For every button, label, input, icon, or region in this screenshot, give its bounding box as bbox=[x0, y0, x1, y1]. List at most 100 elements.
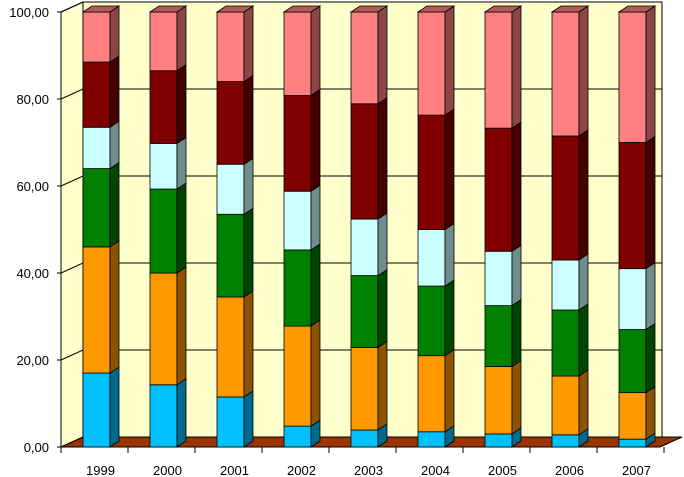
bar-2000-series-1 bbox=[149, 378, 187, 448]
x-tick-label: 2002 bbox=[287, 463, 316, 477]
bar-side bbox=[511, 359, 522, 435]
bar-side bbox=[310, 5, 321, 97]
bar-front bbox=[484, 11, 513, 129]
bar-front bbox=[618, 11, 647, 143]
bar-top bbox=[483, 5, 523, 13]
bar-2002-series-3 bbox=[283, 243, 321, 327]
bar-2001-series-6 bbox=[215, 5, 255, 83]
bar-front bbox=[484, 305, 513, 367]
bar-top bbox=[282, 5, 322, 13]
bar-front bbox=[350, 218, 379, 277]
bar-side bbox=[377, 212, 388, 277]
bar-side bbox=[109, 366, 120, 448]
bar-front bbox=[149, 272, 178, 386]
bar-front bbox=[417, 11, 446, 116]
bar-front bbox=[618, 268, 647, 330]
bar-2003-series-5 bbox=[350, 97, 388, 220]
bar-front bbox=[417, 355, 446, 433]
bar-side bbox=[444, 348, 455, 433]
bar-2004-series-3 bbox=[417, 279, 455, 357]
bar-2007-series-2 bbox=[618, 385, 656, 440]
bar-front bbox=[551, 309, 580, 377]
bar-2004-series-4 bbox=[417, 222, 455, 287]
bar-2004-series-5 bbox=[417, 108, 455, 231]
bar-front bbox=[149, 142, 178, 190]
bar-side bbox=[444, 108, 455, 231]
bar-2002-series-5 bbox=[283, 88, 321, 192]
bar-2006-series-5 bbox=[551, 129, 589, 261]
bar-front bbox=[417, 431, 446, 448]
bar-side bbox=[176, 136, 187, 190]
bar-side bbox=[444, 5, 455, 116]
bar-2000-series-6 bbox=[148, 5, 188, 72]
bar-2000-series-3 bbox=[149, 182, 187, 274]
bar-side bbox=[109, 55, 120, 129]
bar-side bbox=[243, 207, 254, 298]
bar-front bbox=[350, 346, 379, 431]
bar-side bbox=[310, 88, 321, 192]
bar-2003-series-2 bbox=[350, 340, 388, 431]
y-tick-label: 40,00 bbox=[16, 266, 49, 281]
bar-top bbox=[81, 5, 121, 13]
x-tick-label: 2006 bbox=[555, 463, 584, 477]
bar-2001-series-1 bbox=[216, 390, 254, 448]
bar-front bbox=[484, 250, 513, 307]
bar-front bbox=[216, 11, 245, 82]
bar-2007-series-4 bbox=[618, 261, 656, 331]
bar-front bbox=[551, 259, 580, 311]
bar-side bbox=[176, 266, 187, 386]
bar-front bbox=[216, 81, 245, 165]
x-tick-label: 2004 bbox=[421, 463, 450, 477]
bar-2003-series-1 bbox=[350, 423, 388, 448]
bar-front bbox=[82, 168, 111, 248]
bar-side bbox=[444, 222, 455, 287]
bar-side bbox=[578, 5, 589, 137]
bar-side bbox=[176, 5, 187, 72]
bar-2002-series-2 bbox=[283, 319, 321, 427]
bar-front bbox=[484, 366, 513, 435]
bar-side bbox=[578, 129, 589, 261]
bar-top bbox=[215, 5, 255, 13]
x-axis-tick-labels: 1999 2000 2001 2002 2003 2004 2005 2006 2007 bbox=[60, 447, 665, 477]
bar-front bbox=[484, 127, 513, 252]
bar-front bbox=[551, 11, 580, 137]
y-axis-tick-labels: 0,00 20,00 40,00 60,00 80,00 100,00 bbox=[9, 5, 49, 455]
bar-front bbox=[551, 434, 580, 448]
bar-1999-series-6 bbox=[81, 5, 121, 63]
bar-front bbox=[618, 142, 647, 270]
bar-side bbox=[578, 369, 589, 436]
bar-2001-series-5 bbox=[216, 74, 254, 165]
bar-side bbox=[511, 298, 522, 368]
bar-front bbox=[216, 296, 245, 398]
bar-2007-series-5 bbox=[618, 135, 656, 270]
bar-2001-series-4 bbox=[216, 157, 254, 216]
bar-side bbox=[511, 244, 522, 307]
bar-front bbox=[283, 425, 312, 448]
bar-front bbox=[283, 325, 312, 427]
bar-2007-series-3 bbox=[618, 322, 656, 394]
bar-side bbox=[109, 120, 120, 170]
bar-2002-series-4 bbox=[283, 184, 321, 251]
bar-side bbox=[511, 5, 522, 129]
bar-2005-series-2 bbox=[484, 359, 522, 435]
bar-side bbox=[176, 378, 187, 448]
bar-top bbox=[416, 5, 456, 13]
x-tick-label: 1999 bbox=[86, 463, 115, 477]
bar-side bbox=[243, 74, 254, 165]
bar-2000-series-2 bbox=[149, 266, 187, 386]
bar-2006-series-4 bbox=[551, 253, 589, 311]
bar-front bbox=[618, 329, 647, 394]
bar-side bbox=[377, 5, 388, 105]
bar-1999-series-3 bbox=[82, 161, 120, 248]
bar-front bbox=[149, 188, 178, 274]
bar-front bbox=[82, 246, 111, 374]
y-tick-label: 80,00 bbox=[16, 92, 49, 107]
bar-front bbox=[216, 213, 245, 298]
bar-front bbox=[82, 61, 111, 128]
bar-2003-series-4 bbox=[350, 212, 388, 277]
bar-side bbox=[645, 322, 656, 394]
bar-side bbox=[377, 97, 388, 220]
bar-front bbox=[216, 396, 245, 448]
bar-2005-series-6 bbox=[483, 5, 523, 129]
bar-front bbox=[149, 11, 178, 72]
